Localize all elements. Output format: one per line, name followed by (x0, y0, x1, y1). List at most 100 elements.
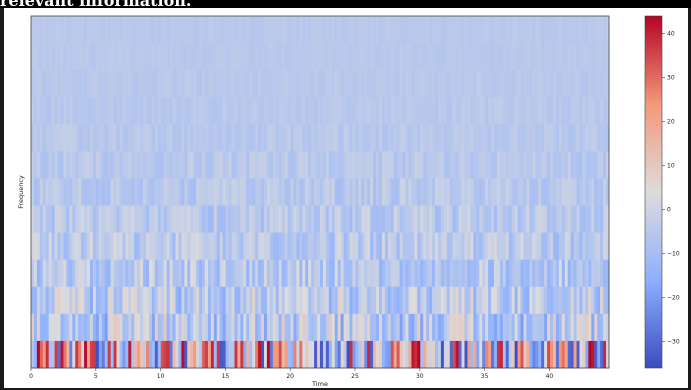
heatmap-cell (320, 178, 324, 206)
heatmap-cell (296, 97, 300, 125)
heatmap-cell (517, 178, 521, 206)
heatmap-cell (505, 70, 510, 98)
heatmap-cell (514, 178, 518, 206)
heatmap-cell (446, 259, 451, 288)
heatmap-cell (87, 205, 91, 234)
heatmap-cell (564, 178, 569, 206)
heatmap-cell (184, 16, 188, 44)
heatmap-cell (399, 97, 403, 125)
heatmap-cell (193, 205, 197, 234)
heatmap-cell (89, 340, 94, 369)
heatmap-cell (381, 259, 386, 288)
heatmap-cell (502, 178, 507, 206)
heatmap-cell (95, 151, 100, 179)
heatmap-cell (42, 16, 47, 44)
heatmap-cell (72, 340, 76, 369)
heatmap-cell (364, 43, 368, 71)
heatmap-cell (334, 70, 339, 98)
heatmap-cell (334, 97, 339, 125)
heatmap-cell (284, 313, 288, 342)
x-tick-label: 40 (546, 373, 554, 380)
heatmap-cell (467, 286, 471, 315)
heatmap-cell (290, 16, 294, 44)
heatmap-cell (116, 97, 120, 125)
heatmap-cell (467, 178, 471, 206)
heatmap-cell (328, 313, 333, 342)
heatmap-cell (585, 313, 589, 342)
heatmap-cell (131, 16, 135, 44)
heatmap-cell (585, 286, 589, 315)
heatmap-cell (107, 16, 112, 44)
heatmap-cell (464, 259, 468, 288)
heatmap-cell (343, 43, 347, 71)
heatmap-cell (320, 70, 324, 98)
heatmap-cell (420, 286, 424, 315)
heatmap-cell (36, 205, 41, 234)
heatmap-cell (508, 340, 513, 369)
heatmap-cell (544, 259, 548, 288)
heatmap-cell (75, 43, 79, 71)
heatmap-cell (122, 43, 126, 71)
heatmap-cell (449, 286, 454, 315)
heatmap-cell (511, 151, 516, 179)
heatmap-cell (122, 232, 126, 261)
heatmap-cell (417, 16, 421, 44)
heatmap-cell (520, 43, 524, 71)
heatmap-cell (514, 232, 518, 261)
heatmap-cell (331, 43, 336, 71)
heatmap-cell (603, 97, 607, 125)
heatmap-cell (544, 16, 548, 44)
heatmap-cell (538, 178, 542, 206)
heatmap-cell (263, 340, 268, 369)
heatmap-cell (178, 70, 182, 98)
heatmap-cell (187, 178, 191, 206)
heatmap-cell (508, 205, 513, 234)
heatmap-cell (376, 97, 380, 125)
heatmap-cell (544, 232, 548, 261)
heatmap-cell (464, 124, 468, 152)
heatmap-cell (458, 205, 462, 234)
heatmap-cell (561, 43, 566, 71)
heatmap-cell (476, 340, 480, 369)
heatmap-cell (482, 97, 486, 125)
heatmap-cell (496, 286, 501, 315)
heatmap-cell (529, 70, 533, 98)
heatmap-cell (520, 70, 524, 98)
heatmap-cell (110, 124, 114, 152)
heatmap-cell (31, 259, 35, 288)
heatmap-cell (505, 340, 510, 369)
heatmap-cell (535, 151, 539, 179)
heatmap-cell (435, 340, 439, 369)
heatmap-cell (535, 205, 539, 234)
heatmap-cell (275, 70, 280, 98)
heatmap-cell (467, 70, 471, 98)
heatmap-cell (322, 178, 327, 206)
heatmap-cell (113, 178, 117, 206)
heatmap-cell (51, 97, 55, 125)
heatmap-cell (51, 313, 55, 342)
heatmap-cell (411, 232, 415, 261)
heatmap-cell (128, 124, 132, 152)
heatmap-cell (594, 286, 598, 315)
heatmap-cell (455, 340, 459, 369)
heatmap-cell (252, 124, 256, 152)
heatmap-cell (252, 43, 256, 71)
heatmap-cell (381, 340, 386, 369)
heatmap-cell (387, 205, 392, 234)
heatmap-cell (600, 232, 604, 261)
heatmap-cell (467, 43, 471, 71)
heatmap-cell (420, 313, 424, 342)
heatmap-cell (517, 16, 521, 44)
heatmap-cell (104, 97, 109, 125)
heatmap-cell (381, 124, 386, 152)
heatmap-cell (154, 205, 159, 234)
heatmap-cell (219, 259, 224, 288)
heatmap-cell (320, 313, 324, 342)
heatmap-cell (222, 97, 227, 125)
heatmap-cell (597, 313, 601, 342)
heatmap-cell (473, 313, 477, 342)
heatmap-cell (576, 151, 580, 179)
heatmap-cell (69, 340, 73, 369)
heatmap-cell (116, 340, 120, 369)
heatmap-cell (325, 259, 330, 288)
